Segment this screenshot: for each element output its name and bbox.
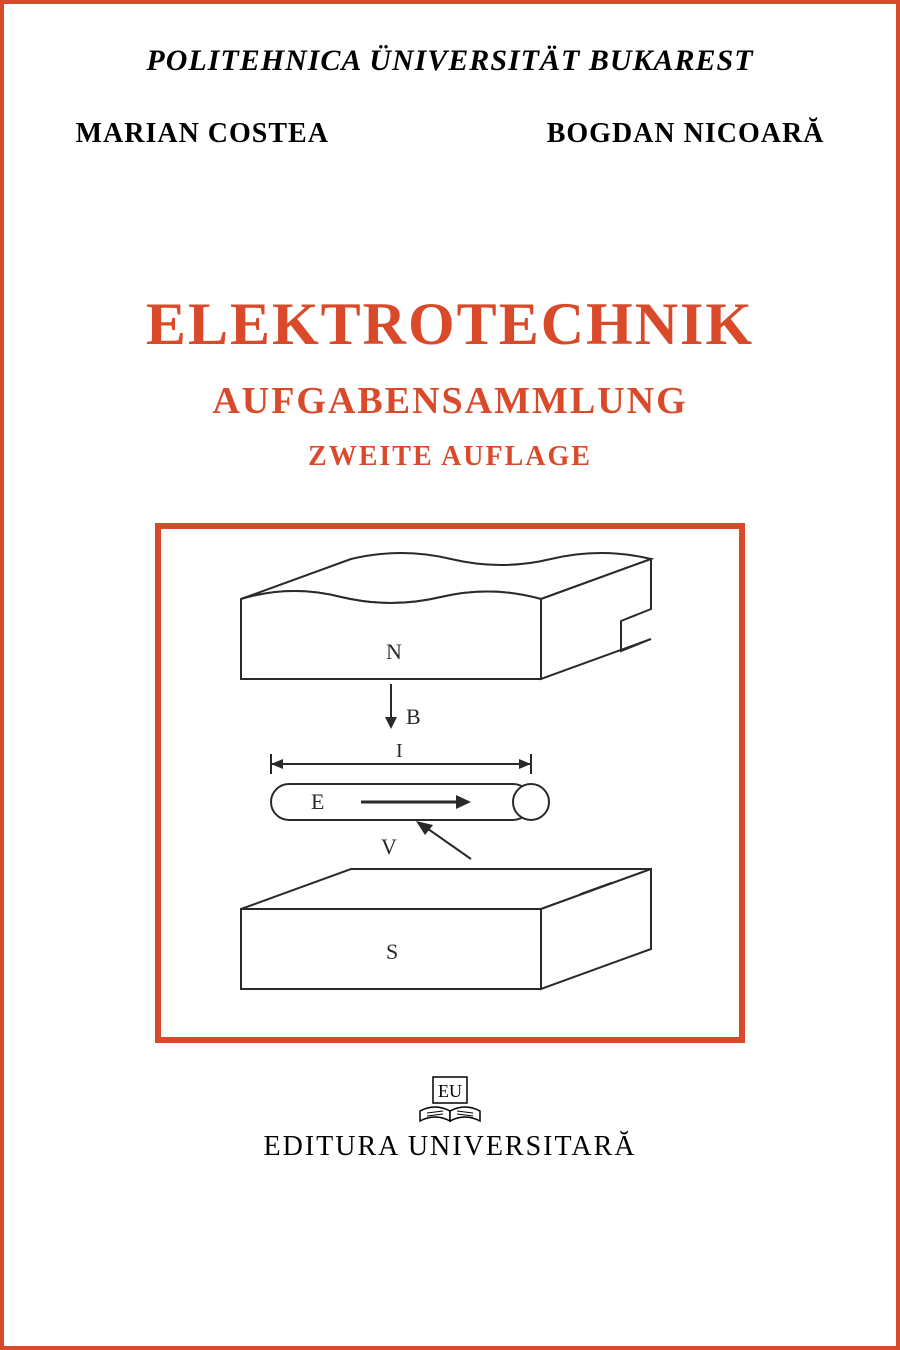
label-n: N xyxy=(386,639,402,664)
author-left: MARIAN COSTEA xyxy=(76,118,329,150)
b-arrow: B xyxy=(385,684,421,729)
university-name: POLITEHNICA ÜNIVERSITÄT BUKAREST xyxy=(146,44,753,78)
top-block: N xyxy=(241,553,651,679)
diagram-frame: N B I E xyxy=(155,523,745,1043)
bottom-block: S xyxy=(241,869,651,989)
publisher-logo-icon: EU xyxy=(415,1073,485,1123)
conductor-rod: E xyxy=(271,784,549,820)
author-right: BOGDAN NICOARĂ xyxy=(547,118,825,150)
label-b: B xyxy=(406,704,421,729)
v-arrow: V xyxy=(381,821,471,859)
publisher-block: EU EDITURA UNIVERSITARĂ xyxy=(264,1073,637,1163)
i-dimension: I xyxy=(271,740,531,774)
magnet-diagram: N B I E xyxy=(161,529,739,1037)
authors-row: MARIAN COSTEA BOGDAN NICOARĂ xyxy=(76,118,825,150)
book-cover: POLITEHNICA ÜNIVERSITÄT BUKAREST MARIAN … xyxy=(0,0,900,1350)
logo-text: EU xyxy=(438,1081,462,1101)
title-sub: AUFGABENSAMMLUNG xyxy=(212,379,687,423)
label-s: S xyxy=(386,939,398,964)
title-edition: ZWEITE AUFLAGE xyxy=(308,441,592,473)
publisher-name: EDITURA UNIVERSITARĂ xyxy=(264,1131,637,1163)
label-i: I xyxy=(396,740,403,762)
label-v: V xyxy=(381,834,397,859)
title-main: ELEKTROTECHNIK xyxy=(146,290,754,359)
label-e: E xyxy=(311,789,324,814)
